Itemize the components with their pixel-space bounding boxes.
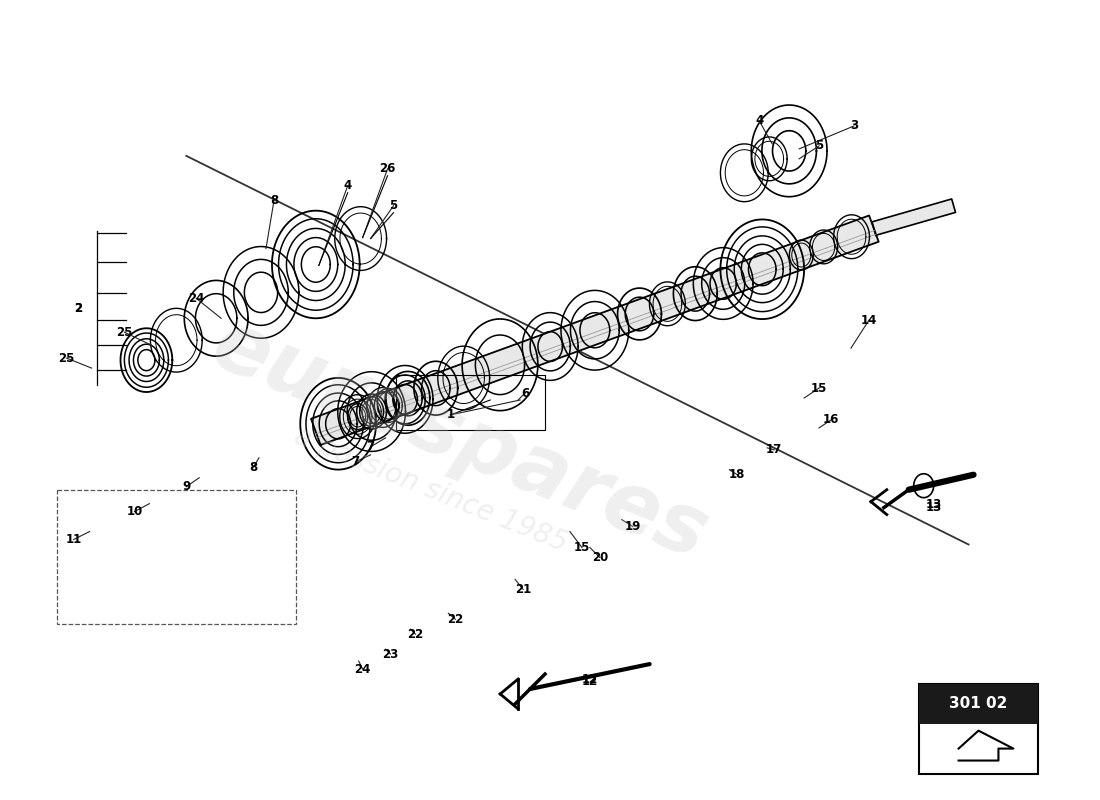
- Text: 19: 19: [625, 520, 641, 533]
- Text: 13: 13: [925, 498, 942, 511]
- Polygon shape: [311, 215, 879, 445]
- Text: 18: 18: [729, 468, 746, 482]
- Text: 22: 22: [407, 628, 424, 641]
- Text: 6: 6: [521, 386, 529, 399]
- Text: 2: 2: [75, 302, 82, 315]
- Text: 8: 8: [249, 462, 257, 474]
- Text: 9: 9: [183, 480, 190, 493]
- Text: 16: 16: [823, 414, 839, 426]
- Text: 14: 14: [860, 314, 877, 326]
- Text: 24: 24: [188, 292, 205, 305]
- Text: 1: 1: [447, 409, 454, 422]
- Text: 22: 22: [448, 613, 463, 626]
- Polygon shape: [872, 199, 956, 235]
- Text: 12: 12: [582, 674, 598, 687]
- Text: 25: 25: [58, 352, 75, 365]
- Bar: [57, 490, 296, 624]
- Text: 4: 4: [755, 114, 763, 127]
- Text: 5: 5: [389, 199, 398, 212]
- Text: 2: 2: [75, 302, 82, 315]
- Text: 12: 12: [582, 673, 598, 686]
- Text: 7: 7: [352, 455, 360, 468]
- Text: 5: 5: [815, 139, 823, 152]
- FancyBboxPatch shape: [918, 684, 1038, 774]
- Text: 24: 24: [354, 662, 371, 675]
- Text: 17: 17: [766, 443, 782, 456]
- Text: 13: 13: [925, 501, 942, 514]
- Text: 15: 15: [574, 541, 590, 554]
- Text: 25: 25: [117, 326, 133, 338]
- Text: 301 02: 301 02: [949, 696, 1008, 711]
- Bar: [918, 684, 1038, 724]
- Text: 21: 21: [515, 583, 531, 596]
- Text: 11: 11: [66, 533, 81, 546]
- Text: 4: 4: [343, 179, 352, 192]
- Text: 23: 23: [383, 648, 398, 661]
- Text: 10: 10: [126, 505, 143, 518]
- Text: 20: 20: [592, 551, 608, 564]
- Text: 8: 8: [270, 194, 278, 207]
- Text: a passion since 1985: a passion since 1985: [289, 422, 571, 558]
- Text: 3: 3: [850, 119, 858, 133]
- Text: 26: 26: [379, 162, 396, 175]
- Text: eurospares: eurospares: [201, 304, 719, 576]
- Text: 7: 7: [366, 440, 375, 454]
- Text: 15: 15: [811, 382, 827, 394]
